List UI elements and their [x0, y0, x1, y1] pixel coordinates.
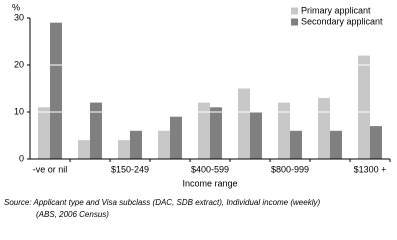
legend-swatch: [291, 18, 298, 26]
bar: [90, 102, 102, 159]
bar: [238, 88, 250, 159]
bar: [78, 140, 90, 159]
source-line: (ABS, 2006 Census): [36, 210, 109, 219]
bar: [358, 55, 370, 159]
y-tick-label: 0: [19, 153, 24, 163]
bar: [290, 130, 302, 159]
bar: [170, 116, 182, 159]
bar: [198, 102, 210, 159]
bar: [210, 107, 222, 159]
y-axis-label: %: [12, 2, 20, 12]
x-tick-label: $150-249: [111, 164, 149, 174]
bar: [318, 97, 330, 159]
bar: [130, 130, 142, 159]
x-tick-label: -ve or nil: [33, 164, 68, 174]
legend-swatch: [291, 7, 298, 15]
bar: [250, 112, 262, 159]
bar: [38, 107, 50, 159]
bar: [370, 126, 382, 159]
bar: [278, 102, 290, 159]
y-tick-label: 30: [14, 12, 24, 22]
y-tick-label: 10: [14, 106, 24, 116]
x-axis-label: Income range: [182, 178, 237, 188]
legend-label: Primary applicant: [301, 5, 371, 15]
bar: [158, 130, 170, 159]
chart: % Income range Source: Applicant type an…: [4, 2, 391, 219]
bar: [118, 140, 130, 159]
legend-label: Secondary applicant: [301, 16, 383, 26]
x-tick-label: $1300 +: [354, 164, 387, 174]
source-line: Source: Applicant type and Visa subclass…: [4, 198, 320, 207]
x-tick-label: $400-599: [191, 164, 229, 174]
x-tick-label: $800-999: [271, 164, 309, 174]
bar: [50, 22, 62, 160]
bar: [330, 130, 342, 159]
y-tick-label: 20: [14, 59, 24, 69]
